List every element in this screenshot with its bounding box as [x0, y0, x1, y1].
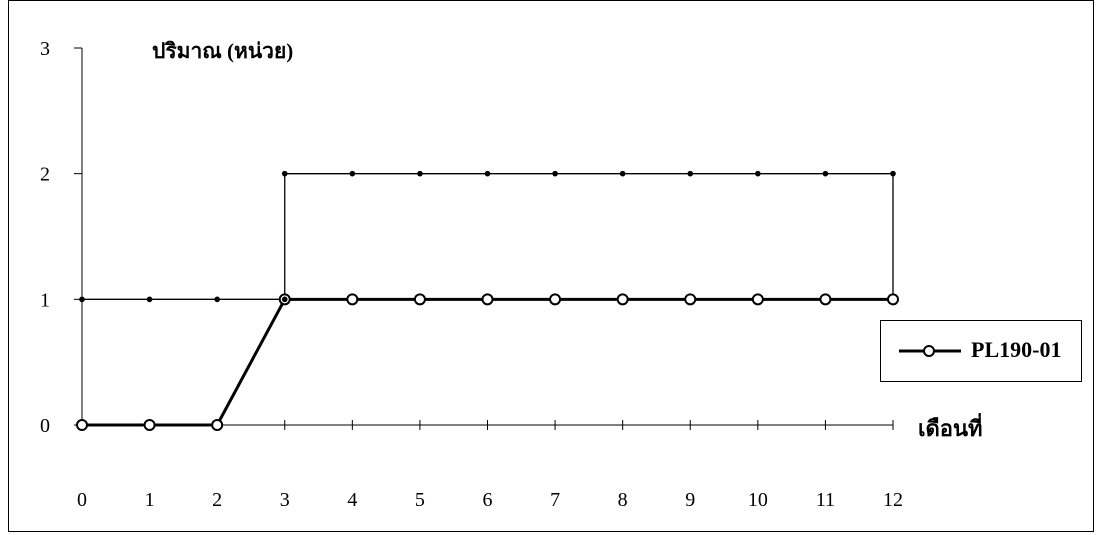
x-tick-label: 6	[483, 489, 493, 511]
data-point-2	[484, 170, 491, 177]
data-point-0	[751, 293, 764, 306]
x-tick-label: 9	[685, 489, 695, 511]
data-point-2	[890, 170, 896, 177]
data-point-0	[616, 293, 629, 306]
data-point-2	[822, 170, 829, 177]
chart-frame	[8, 0, 1094, 532]
x-tick-label: 8	[618, 489, 628, 511]
x-tick-label: 2	[212, 489, 222, 511]
data-point-1	[79, 296, 85, 303]
y-tick-label: 2	[40, 164, 50, 186]
y-tick-label: 0	[40, 415, 50, 437]
data-point-0	[684, 293, 697, 306]
data-point-0	[413, 293, 426, 306]
data-point-0	[819, 293, 832, 306]
data-point-2	[281, 170, 288, 177]
x-tick-label: 12	[883, 489, 903, 511]
y-tick-label: 1	[40, 289, 50, 311]
data-point-1	[281, 296, 288, 303]
series-line-0	[82, 297, 893, 427]
data-point-2	[619, 170, 626, 177]
x-tick-label: 7	[550, 489, 560, 511]
x-tick-label: 11	[816, 489, 835, 511]
series-layer	[76, 170, 899, 431]
x-tick-label: 4	[347, 489, 357, 511]
y-axis-label: ปริมาณ (หน่วย)	[152, 39, 293, 63]
data-point-0	[211, 419, 224, 431]
data-point-2	[417, 170, 423, 177]
x-tick-label: 0	[77, 489, 87, 511]
data-point-1	[146, 296, 153, 303]
x-tick-label: 1	[145, 489, 155, 511]
data-point-1	[214, 296, 220, 303]
y-tick-label: 3	[40, 38, 50, 60]
data-point-0	[549, 293, 562, 306]
x-tick-label: 3	[280, 489, 290, 511]
data-point-2	[687, 170, 694, 177]
legend-label-pl190-01: PL190-01	[971, 337, 1062, 362]
data-point-0	[143, 419, 156, 431]
x-axis-label: เดือนที่	[918, 412, 983, 441]
x-tick-label: 10	[748, 489, 768, 511]
data-point-0	[887, 293, 899, 306]
data-point-0	[346, 293, 359, 306]
data-point-0	[76, 419, 88, 431]
data-point-2	[755, 170, 761, 177]
data-point-2	[552, 170, 558, 177]
legend-swatch	[899, 345, 961, 357]
data-point-0	[481, 293, 494, 306]
x-tick-label: 5	[415, 489, 425, 511]
legend: PL190-01	[880, 320, 1082, 382]
data-point-2	[349, 170, 356, 177]
